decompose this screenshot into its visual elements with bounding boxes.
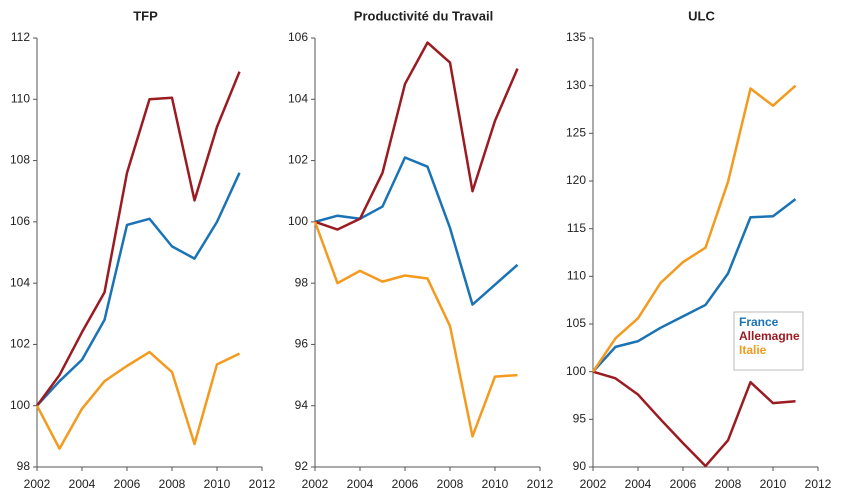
x-tick-label: 2002 — [24, 477, 51, 491]
x-tick-label: 2002 — [580, 477, 607, 491]
series-line — [591, 84, 797, 373]
legend-label: Allemagne — [739, 329, 800, 343]
y-tick-label: 120 — [566, 173, 586, 187]
x-tick-label: 2002 — [302, 477, 329, 491]
series-line — [592, 198, 797, 373]
x-tick-label: 2004 — [625, 477, 652, 491]
y-tick-label: 96 — [295, 337, 309, 351]
series-line — [313, 221, 518, 438]
y-tick-label: 110 — [567, 269, 586, 283]
legend-label: France — [739, 315, 779, 329]
series-line — [592, 370, 796, 468]
y-tick-label: 104 — [10, 275, 30, 289]
y-tick-label: 115 — [567, 221, 586, 235]
x-tick-label: 2012 — [527, 477, 554, 491]
chart-title: TFP — [133, 8, 158, 23]
x-tick-label: 2012 — [805, 477, 832, 491]
x-tick-label: 2012 — [249, 477, 276, 491]
x-tick-label: 2006 — [114, 477, 141, 491]
y-tick-label: 100 — [566, 364, 586, 378]
y-tick-label: 95 — [573, 412, 587, 426]
y-tick-label: 105 — [566, 316, 586, 330]
y-tick-label: 90 — [573, 459, 587, 473]
series-line — [36, 172, 241, 407]
x-tick-label: 2010 — [204, 477, 231, 491]
x-tick-label: 2010 — [482, 477, 509, 491]
y-tick-label: 98 — [17, 459, 31, 473]
y-tick-label: 130 — [566, 78, 586, 92]
x-tick-label: 2010 — [760, 477, 787, 491]
y-tick-label: 112 — [11, 30, 30, 44]
y-tick-label: 98 — [295, 275, 309, 289]
legend-label: Italie — [739, 343, 767, 357]
series-line — [35, 71, 241, 407]
y-tick-label: 110 — [11, 91, 30, 105]
y-tick-label: 92 — [295, 459, 309, 473]
x-tick-label: 2006 — [392, 477, 419, 491]
y-tick-label: 102 — [10, 337, 30, 351]
y-tick-label: 100 — [288, 214, 308, 228]
series-line — [314, 41, 519, 231]
series-line — [35, 350, 241, 450]
y-tick-label: 100 — [10, 398, 30, 412]
series-line — [314, 156, 519, 306]
y-tick-label: 102 — [288, 153, 308, 167]
y-tick-label: 106 — [10, 214, 30, 228]
y-tick-label: 106 — [288, 30, 308, 44]
y-tick-label: 125 — [566, 126, 586, 140]
chart-title: Productivité du Travail — [354, 8, 493, 23]
x-tick-label: 2008 — [437, 477, 464, 491]
legend-box — [733, 311, 804, 371]
x-tick-label: 2006 — [670, 477, 697, 491]
x-tick-label: 2008 — [715, 477, 742, 491]
x-tick-label: 2008 — [159, 477, 186, 491]
x-tick-label: 2004 — [347, 477, 374, 491]
chart-title: ULC — [688, 8, 715, 23]
y-tick-label: 94 — [295, 398, 309, 412]
y-tick-label: 108 — [10, 153, 30, 167]
x-tick-label: 2004 — [69, 477, 96, 491]
y-tick-label: 104 — [288, 91, 308, 105]
y-tick-label: 135 — [566, 30, 586, 44]
